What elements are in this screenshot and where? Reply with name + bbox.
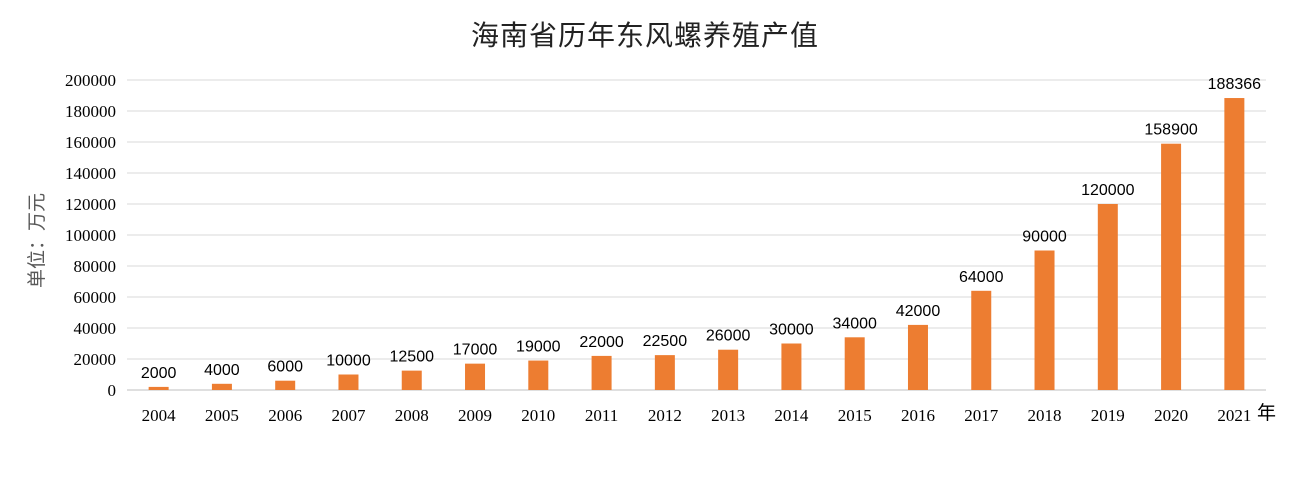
x-tick-label: 2012 xyxy=(648,406,682,425)
data-label: 10000 xyxy=(326,353,371,370)
bar xyxy=(211,383,232,390)
y-tick-label: 80000 xyxy=(74,257,117,276)
chart-title: 海南省历年东风螺养殖产值 xyxy=(470,19,819,52)
x-tick-label: 2007 xyxy=(331,406,366,425)
x-tick-labels: 2004 2005 2006 2007 2008 2009 2010 2011 2012 2013… xyxy=(142,406,1252,425)
y-tick-label: 120000 xyxy=(65,195,116,214)
x-axis-unit: 年 xyxy=(1257,402,1276,424)
data-label: 26000 xyxy=(706,328,751,345)
bars xyxy=(148,98,1245,390)
x-tick-label: 2008 xyxy=(395,406,429,425)
y-tick-label: 20000 xyxy=(74,350,117,369)
x-tick-label: 2010 xyxy=(521,406,555,425)
data-label: 19000 xyxy=(516,339,561,356)
x-tick-label: 2013 xyxy=(711,406,745,425)
data-label: 120000 xyxy=(1081,182,1134,199)
bar xyxy=(844,337,865,390)
bar xyxy=(781,343,802,390)
data-label: 90000 xyxy=(1022,229,1067,246)
x-tick-label: 2020 xyxy=(1154,406,1188,425)
bar xyxy=(718,349,739,390)
x-tick-label: 2005 xyxy=(205,406,239,425)
bar xyxy=(1224,98,1245,390)
bar xyxy=(907,324,928,390)
bar xyxy=(1034,250,1055,390)
x-tick-label: 2006 xyxy=(268,406,302,425)
bar xyxy=(338,374,359,390)
y-tick-label: 40000 xyxy=(74,319,117,338)
x-tick-label: 2017 xyxy=(964,406,999,425)
data-label: 188366 xyxy=(1208,76,1261,93)
data-label: 64000 xyxy=(959,269,1004,286)
y-tick-label: 160000 xyxy=(65,133,116,152)
y-tick-labels: 0 20000 40000 60000 80000 100000 120000 140000 1… xyxy=(65,71,116,400)
x-tick-label: 2019 xyxy=(1091,406,1125,425)
data-label: 4000 xyxy=(204,362,240,379)
data-label: 22500 xyxy=(643,333,688,350)
data-label: 42000 xyxy=(896,303,941,320)
y-tick-label: 140000 xyxy=(65,164,116,183)
bar xyxy=(465,363,486,390)
x-tick-label: 2016 xyxy=(901,406,935,425)
data-label: 12500 xyxy=(390,349,435,366)
x-tick-label: 2014 xyxy=(774,406,809,425)
bar xyxy=(971,290,992,390)
y-tick-label: 100000 xyxy=(65,226,116,245)
bar xyxy=(401,370,422,390)
bar xyxy=(148,386,169,390)
x-tick-label: 2009 xyxy=(458,406,492,425)
x-tick-label: 2015 xyxy=(838,406,872,425)
data-label: 17000 xyxy=(453,342,498,359)
bar xyxy=(1161,143,1182,390)
data-label: 34000 xyxy=(832,315,877,332)
y-tick-label: 60000 xyxy=(74,288,117,307)
data-label: 2000 xyxy=(141,365,177,382)
data-label: 22000 xyxy=(579,334,624,351)
gridlines xyxy=(127,79,1266,391)
bar xyxy=(275,380,296,390)
x-tick-label: 2011 xyxy=(585,406,618,425)
bar xyxy=(1097,204,1118,390)
x-tick-label: 2004 xyxy=(142,406,177,425)
y-tick-label: 0 xyxy=(108,381,117,400)
bar xyxy=(591,355,612,390)
data-label: 6000 xyxy=(267,359,303,376)
bar xyxy=(528,360,549,390)
data-labels: 2000 4000 6000 10000 12500 17000 19000 22000 225… xyxy=(141,76,1261,382)
x-tick-label: 2021 xyxy=(1217,406,1251,425)
x-tick-label: 2018 xyxy=(1028,406,1062,425)
bar xyxy=(654,355,675,390)
data-label: 158900 xyxy=(1144,122,1197,139)
y-tick-label: 180000 xyxy=(65,102,116,121)
y-tick-label: 200000 xyxy=(65,71,116,90)
data-label: 30000 xyxy=(769,322,814,339)
